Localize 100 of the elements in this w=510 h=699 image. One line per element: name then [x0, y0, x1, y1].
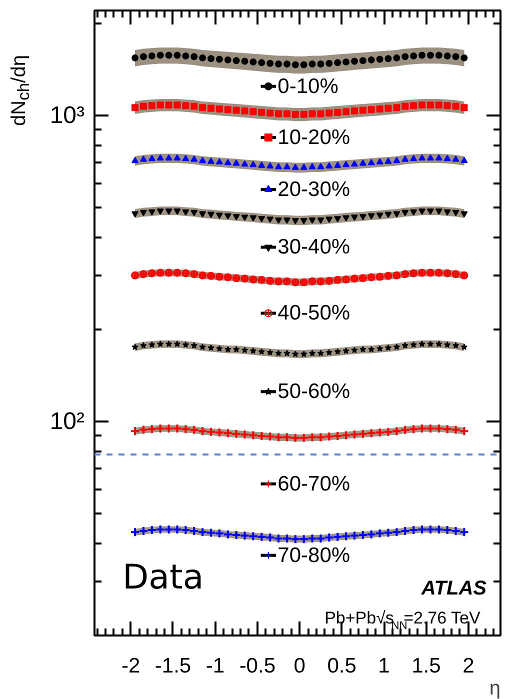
point: [402, 210, 409, 216]
point: [334, 348, 341, 355]
point: [266, 162, 274, 168]
point: [367, 273, 376, 282]
point: [249, 275, 258, 284]
point: [224, 273, 232, 282]
point: [316, 277, 325, 286]
point: [266, 109, 274, 116]
point: [258, 108, 266, 116]
point: [442, 525, 452, 536]
point: [393, 211, 400, 218]
point: [326, 60, 333, 67]
point: [368, 346, 375, 352]
point: [231, 530, 242, 540]
point: [349, 530, 360, 541]
point: [266, 349, 274, 356]
point: [222, 529, 233, 540]
point: [292, 218, 299, 224]
point: [325, 276, 334, 285]
point: [452, 156, 460, 162]
point: [410, 269, 418, 278]
point: [241, 214, 248, 221]
point: [392, 426, 402, 436]
point: [199, 54, 206, 62]
point: [292, 350, 299, 358]
point: [282, 432, 292, 442]
point: [198, 527, 208, 538]
point: [300, 61, 308, 68]
point: [317, 218, 324, 224]
point: [256, 532, 267, 542]
point: [138, 424, 148, 435]
point: [350, 107, 358, 114]
point: [334, 216, 342, 222]
point: [444, 154, 451, 162]
point: [308, 218, 316, 224]
point: [224, 213, 232, 220]
point: [156, 101, 164, 108]
point: [282, 277, 291, 286]
x-tick-label: 2: [462, 654, 474, 678]
annotation: ATLAS: [420, 578, 488, 600]
x-tick-label: 1.5: [412, 654, 441, 678]
point: [190, 102, 198, 110]
point: [452, 53, 460, 60]
point: [384, 55, 392, 62]
point: [342, 347, 350, 354]
point: [400, 526, 410, 536]
point: [308, 60, 316, 68]
point: [275, 350, 282, 356]
point: [156, 208, 164, 215]
point: [283, 60, 290, 68]
point: [182, 154, 190, 162]
point: [173, 268, 182, 277]
x-tick-label: -2: [121, 654, 140, 678]
point: [450, 424, 461, 435]
point: [216, 212, 223, 219]
point: [256, 430, 267, 441]
point: [317, 110, 324, 118]
point: [190, 53, 198, 60]
legend-label: 70-80%: [278, 544, 350, 567]
point: [434, 524, 444, 534]
point: [250, 215, 257, 222]
point: [434, 268, 443, 277]
point: [418, 52, 426, 59]
point: [250, 108, 257, 116]
point: [265, 432, 276, 442]
point: [292, 110, 299, 118]
x-tick-label: 1: [378, 654, 390, 678]
legend-label: 30-40%: [278, 236, 350, 259]
point: [240, 274, 249, 283]
point: [350, 214, 358, 221]
point: [410, 52, 418, 60]
point: [165, 101, 172, 108]
point: [308, 350, 316, 356]
point: [300, 278, 308, 286]
point: [368, 106, 375, 114]
point: [132, 156, 139, 164]
point: [292, 61, 299, 68]
point: [383, 528, 394, 538]
point: [224, 158, 232, 166]
point: [224, 106, 232, 114]
x-tick-label: 0: [294, 654, 306, 678]
point: [207, 104, 214, 112]
point: [374, 528, 385, 538]
point: [402, 53, 409, 60]
point: [232, 274, 240, 282]
point: [148, 102, 156, 110]
point: [426, 52, 434, 59]
point: [258, 276, 266, 284]
point: [307, 432, 318, 442]
point: [190, 270, 198, 278]
point: [459, 426, 470, 436]
point: [284, 350, 290, 356]
x-axis-title: η: [489, 678, 500, 699]
point: [392, 527, 402, 538]
point: [326, 216, 333, 223]
point: [410, 154, 418, 162]
point: [172, 423, 182, 434]
point: [358, 274, 367, 282]
point: [140, 102, 147, 110]
point: [410, 341, 417, 348]
